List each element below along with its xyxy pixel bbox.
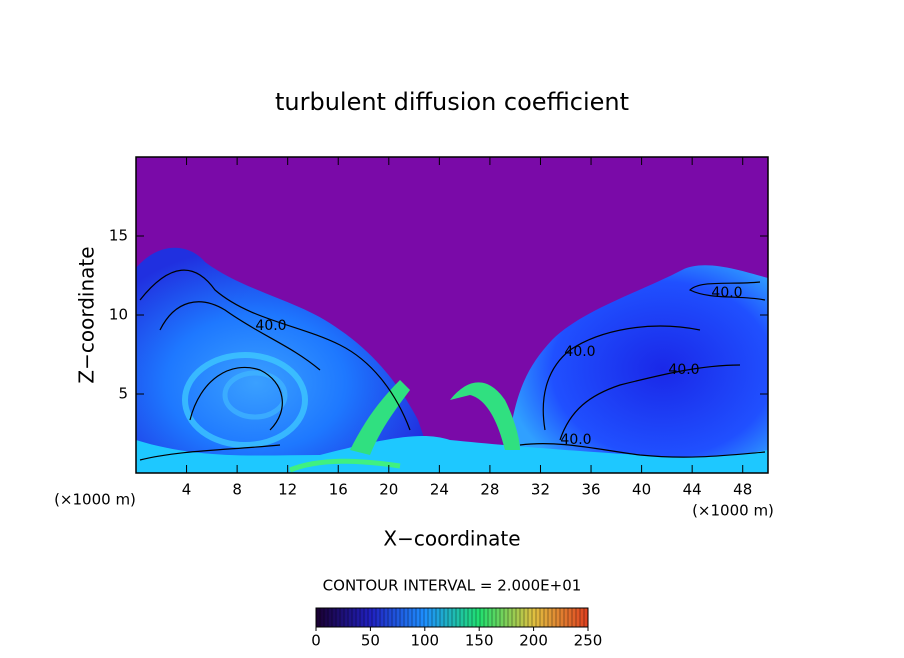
colorbar-tick-label: 100: [410, 632, 439, 650]
x-tick-label: 4: [182, 481, 192, 499]
x-tick-label: 24: [430, 481, 449, 499]
x-axis-label: X−coordinate: [383, 527, 520, 551]
contour-field: [136, 157, 768, 473]
field-region: [222, 370, 288, 420]
field-region: [450, 382, 520, 450]
x-tick-label: 36: [581, 481, 600, 499]
x-tick-label: 12: [278, 481, 297, 499]
contour-lines: [139, 269, 766, 461]
contour-label: 40.0: [564, 344, 595, 360]
colorbar-tick-label: 250: [574, 632, 603, 650]
colorbar-tick-label: 150: [465, 632, 494, 650]
y-tick-label: 5: [118, 385, 128, 403]
x-tick-label: 16: [329, 481, 348, 499]
x-tick-label: 44: [683, 481, 702, 499]
x-tick-label: 28: [480, 481, 499, 499]
field-region: [505, 265, 768, 473]
x-tick-label: 40: [632, 481, 651, 499]
contour-label: 40.0: [560, 432, 591, 448]
colorbar-tick-label: 50: [361, 632, 380, 650]
x-tick-label: 8: [232, 481, 242, 499]
contour-label: 40.0: [711, 285, 742, 301]
x-unit-right: (×1000 m): [692, 502, 774, 520]
x-unit-left: (×1000 m): [54, 491, 136, 509]
colorbar-tick-label: 0: [311, 632, 321, 650]
x-tick-label: 48: [733, 481, 752, 499]
field-region: [136, 435, 768, 473]
contour-interval: CONTOUR INTERVAL = 2.000E+01: [323, 577, 582, 595]
field-region: [289, 458, 401, 473]
x-tick-label: 20: [379, 481, 398, 499]
y-tick-label: 15: [109, 227, 128, 245]
colorbar-tick-label: 200: [519, 632, 548, 650]
y-axis-label: Z−coordinate: [75, 246, 99, 383]
field-region: [182, 352, 308, 448]
y-tick-label: 10: [109, 306, 128, 324]
contour-label: 40.0: [255, 318, 286, 334]
chart-title: turbulent diffusion coefficient: [275, 88, 629, 116]
contour-label: 40.0: [668, 362, 699, 378]
x-tick-label: 32: [531, 481, 550, 499]
